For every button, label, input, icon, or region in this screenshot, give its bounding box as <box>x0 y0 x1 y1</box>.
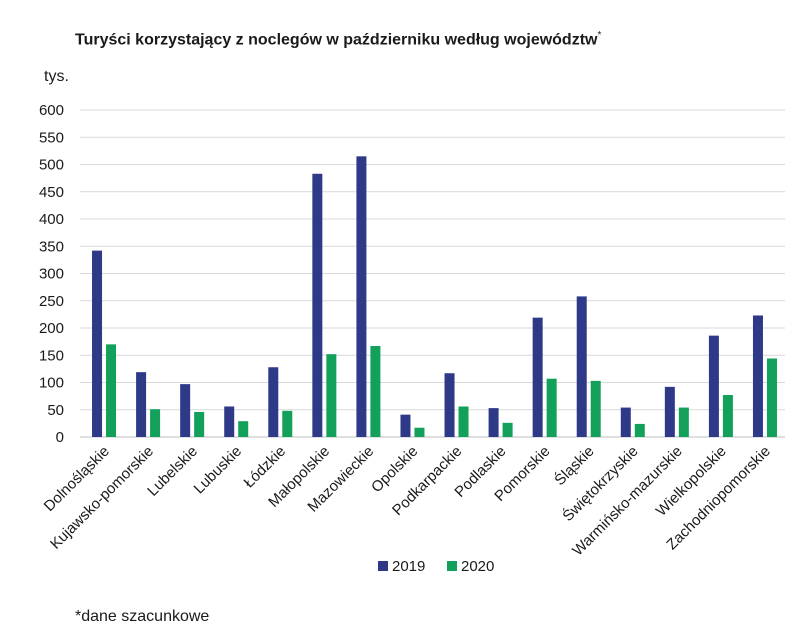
bar-2019-3 <box>180 384 191 437</box>
bar-2020-16 <box>766 358 777 437</box>
y-tick-label: 150 <box>39 347 64 364</box>
bar-2019-16 <box>752 315 763 437</box>
bar-2019-8 <box>400 414 411 437</box>
bar-2019-14 <box>664 386 675 437</box>
bar-2019-10 <box>488 408 499 437</box>
bar-2020-14 <box>678 407 689 437</box>
chart-title-mark: * <box>597 30 602 41</box>
bar-2019-9 <box>444 373 455 437</box>
bar-2019-12 <box>576 296 587 437</box>
bar-2020-3 <box>194 411 205 437</box>
y-tick-label: 550 <box>39 129 64 146</box>
bar-2019-2 <box>136 372 147 437</box>
bar-2020-4 <box>238 421 249 437</box>
y-tick-label: 300 <box>39 266 64 283</box>
bar-2019-6 <box>312 173 323 437</box>
chart-footnote: *dane szacunkowe <box>75 608 210 625</box>
bar-2020-7 <box>370 345 381 437</box>
bar-2020-11 <box>546 378 557 437</box>
bar-2020-15 <box>722 395 733 437</box>
bar-2019-1 <box>92 250 103 437</box>
bar-2020-6 <box>326 354 337 437</box>
bar-2020-2 <box>150 409 161 437</box>
chart-title-text: Turyści korzystający z noclegów w paździ… <box>75 31 598 49</box>
y-tick-label: 450 <box>39 184 64 201</box>
y-tick-label: 600 <box>39 102 64 119</box>
bar-2020-10 <box>502 422 513 437</box>
y-tick-label: 350 <box>39 238 64 255</box>
bar-2020-13 <box>634 423 645 437</box>
legend-swatch-2019 <box>378 561 388 571</box>
bar-2020-1 <box>106 344 117 437</box>
x-tick-label: Lubuskie <box>191 443 245 497</box>
y-tick-label: 0 <box>56 429 64 446</box>
chart-title: Turyści korzystający z noclegów w paździ… <box>75 30 601 49</box>
y-axis-unit-label: tys. <box>44 68 69 85</box>
y-tick-label: 250 <box>39 293 64 310</box>
y-tick-label: 200 <box>39 320 64 337</box>
y-tick-label: 500 <box>39 157 64 174</box>
bar-2020-12 <box>590 380 601 437</box>
bar-2019-13 <box>620 407 631 437</box>
bar-2019-5 <box>268 367 279 437</box>
legend-label-2020: 2020 <box>461 558 494 575</box>
x-tick-label: Świętokrzyskie <box>559 442 642 525</box>
y-tick-label: 400 <box>39 211 64 228</box>
y-tick-label: 100 <box>39 375 64 392</box>
bar-2020-9 <box>458 406 469 437</box>
y-tick-label: 50 <box>47 402 64 419</box>
legend-swatch-2020 <box>447 561 457 571</box>
bar-2020-5 <box>282 410 293 437</box>
bar-2019-7 <box>356 156 367 437</box>
bar-2019-11 <box>532 317 543 437</box>
legend-label-2019: 2019 <box>392 558 425 575</box>
bar-2019-4 <box>224 406 235 437</box>
bar-2019-15 <box>708 335 719 437</box>
bar-2020-8 <box>414 427 425 437</box>
